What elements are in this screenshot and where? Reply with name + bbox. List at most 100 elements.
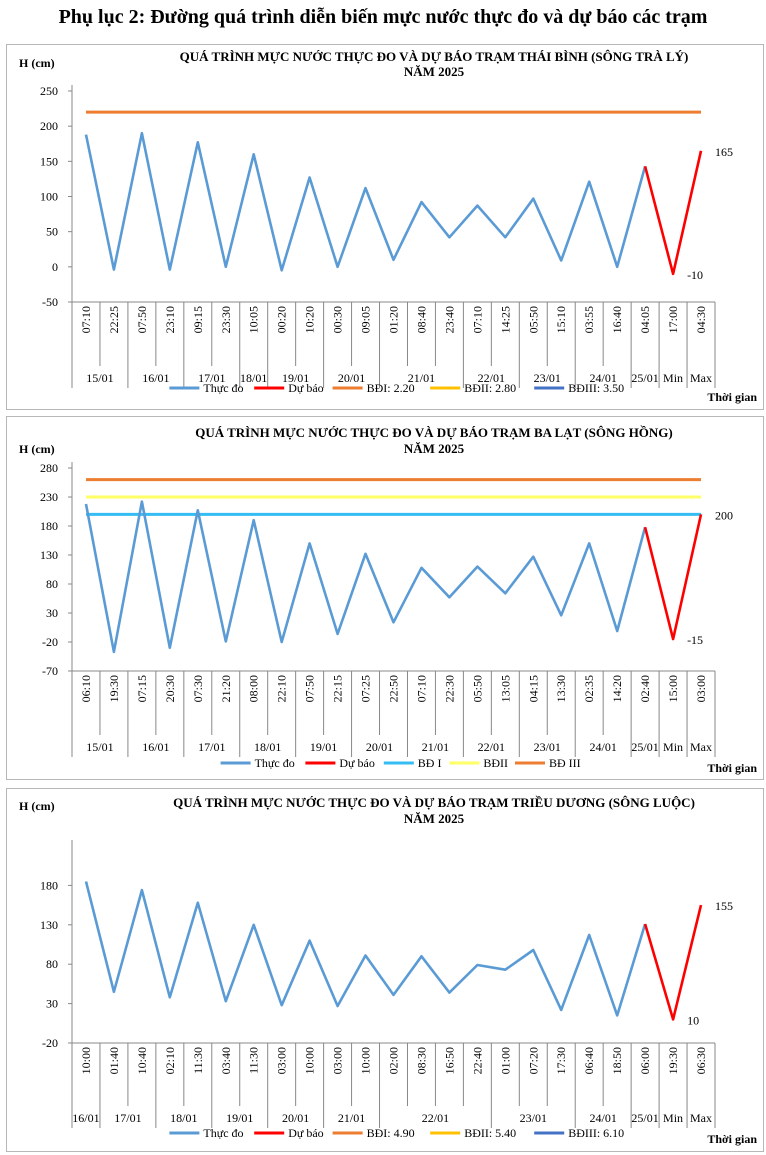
category-label: 23:40 [442,306,456,333]
legend-entry: BĐII: 5.40 [464,1126,516,1140]
group-label: Min [663,740,683,754]
category-label: 02:35 [582,675,596,702]
category-label: 15:10 [554,306,568,333]
category-label: 07:20 [526,1047,540,1074]
category-label: 07:30 [191,675,205,702]
category-label: 02:00 [387,1047,401,1074]
category-label: 06:00 [638,1047,652,1074]
category-label: 08:30 [414,1047,428,1074]
group-label: 25/01 [631,740,658,754]
category-label: 17:30 [554,1047,568,1074]
legend-entry: Thực đo [203,381,243,395]
y-tick-label: 180 [40,519,58,533]
group-label: 18/01 [170,1111,197,1125]
data-label: 155 [715,899,733,913]
group-label: 23/01 [520,1111,547,1125]
category-label: 01:00 [498,1047,512,1074]
chart-panel-ba-lat: QUÁ TRÌNH MỰC NƯỚC THỰC ĐO VÀ DỰ BÁO TRẠ… [6,416,764,780]
data-label: 10 [687,1013,699,1027]
category-label: 08:40 [414,306,428,333]
y-tick-label: 130 [40,918,58,932]
category-label: 22:50 [387,675,401,702]
category-label: 07:25 [359,675,373,702]
category-label: 08:00 [247,675,261,702]
category-label: 02:10 [163,1047,177,1074]
series-line [643,150,703,276]
x-axis-label: Thời gian [707,761,757,775]
category-label: 10:00 [303,1047,317,1074]
category-label: 09:15 [191,306,205,333]
series-line [643,904,703,1021]
chart-title: QUÁ TRÌNH MỰC NƯỚC THỰC ĐO VÀ DỰ BÁO TRẠ… [180,49,689,64]
category-label: 09:05 [359,306,373,333]
category-label: 04:30 [694,306,708,333]
category-label: 03:55 [582,306,596,333]
chart-trieu-duong: QUÁ TRÌNH MỰC NƯỚC THỰC ĐO VÀ DỰ BÁO TRẠ… [19,795,757,1146]
y-tick-label: 50 [46,225,58,239]
category-label: 11:30 [247,1047,261,1074]
category-label: 07:50 [303,675,317,702]
group-label: 20/01 [366,740,393,754]
series-line [84,500,647,654]
category-label: 10:00 [79,1047,93,1074]
data-label: 165 [715,145,733,159]
data-label: 200 [715,508,733,522]
group-label: 21/01 [408,371,435,385]
group-label: 22/01 [422,1111,449,1125]
series-line [643,514,703,641]
group-label: 19/01 [282,371,309,385]
category-label: 07:10 [470,306,484,333]
category-label: 10:40 [135,1047,149,1074]
chart-subtitle: NĂM 2025 [404,441,465,456]
y-tick-label: 230 [40,490,58,504]
y-tick-label: 150 [40,154,58,168]
category-label: 19:30 [107,675,121,702]
category-label: 17:00 [666,306,680,333]
category-label: 16:40 [610,306,624,333]
category-label: 13:30 [554,675,568,702]
category-label: 07:50 [135,306,149,333]
group-label: 15/01 [86,740,113,754]
y-tick-label: 180 [40,878,58,892]
category-label: 22:25 [107,306,121,333]
legend-entry: Dự báo [339,756,375,770]
category-label: 00:30 [331,306,345,333]
legend-entry: BĐ I [418,756,442,770]
category-label: 23:10 [163,306,177,333]
legend-entry: Dự báo [288,381,324,395]
group-label: 19/01 [226,1111,253,1125]
category-label: 05:50 [470,675,484,702]
y-tick-label: -20 [42,1036,58,1050]
y-tick-label: 100 [40,190,58,204]
y-tick-label: 250 [40,84,58,98]
group-label: 23/01 [534,740,561,754]
group-label: 24/01 [590,740,617,754]
data-label: -15 [687,633,703,647]
group-label: 24/01 [590,1111,617,1125]
y-axis-label: H (cm) [19,442,55,456]
category-label: 06:30 [694,1047,708,1074]
legend-entry: Dự báo [288,1126,324,1140]
group-label: 25/01 [631,371,658,385]
group-label: 22/01 [478,740,505,754]
legend-entry: BĐII [483,756,508,770]
legend-entry: BĐIII: 6.10 [568,1126,624,1140]
group-label: 16/01 [142,740,169,754]
category-label: 04:05 [638,306,652,333]
category-label: 06:40 [582,1047,596,1074]
category-label: 19:30 [666,1047,680,1074]
group-label: 16/01 [72,1111,99,1125]
legend-entry: Thực đo [255,756,295,770]
category-label: 03:00 [331,1047,345,1074]
page-title: Phụ lục 2: Đường quá trình diễn biến mực… [58,6,708,28]
category-label: 20:30 [163,675,177,702]
group-label: 24/01 [590,371,617,385]
category-label: 03:40 [219,1047,233,1074]
group-label: Min [663,371,683,385]
y-tick-label: 80 [46,957,58,971]
group-label: 21/01 [338,1111,365,1125]
category-label: 00:20 [275,306,289,333]
category-label: 04:15 [526,675,540,702]
group-label: Max [690,371,712,385]
y-tick-label: 30 [46,606,58,620]
